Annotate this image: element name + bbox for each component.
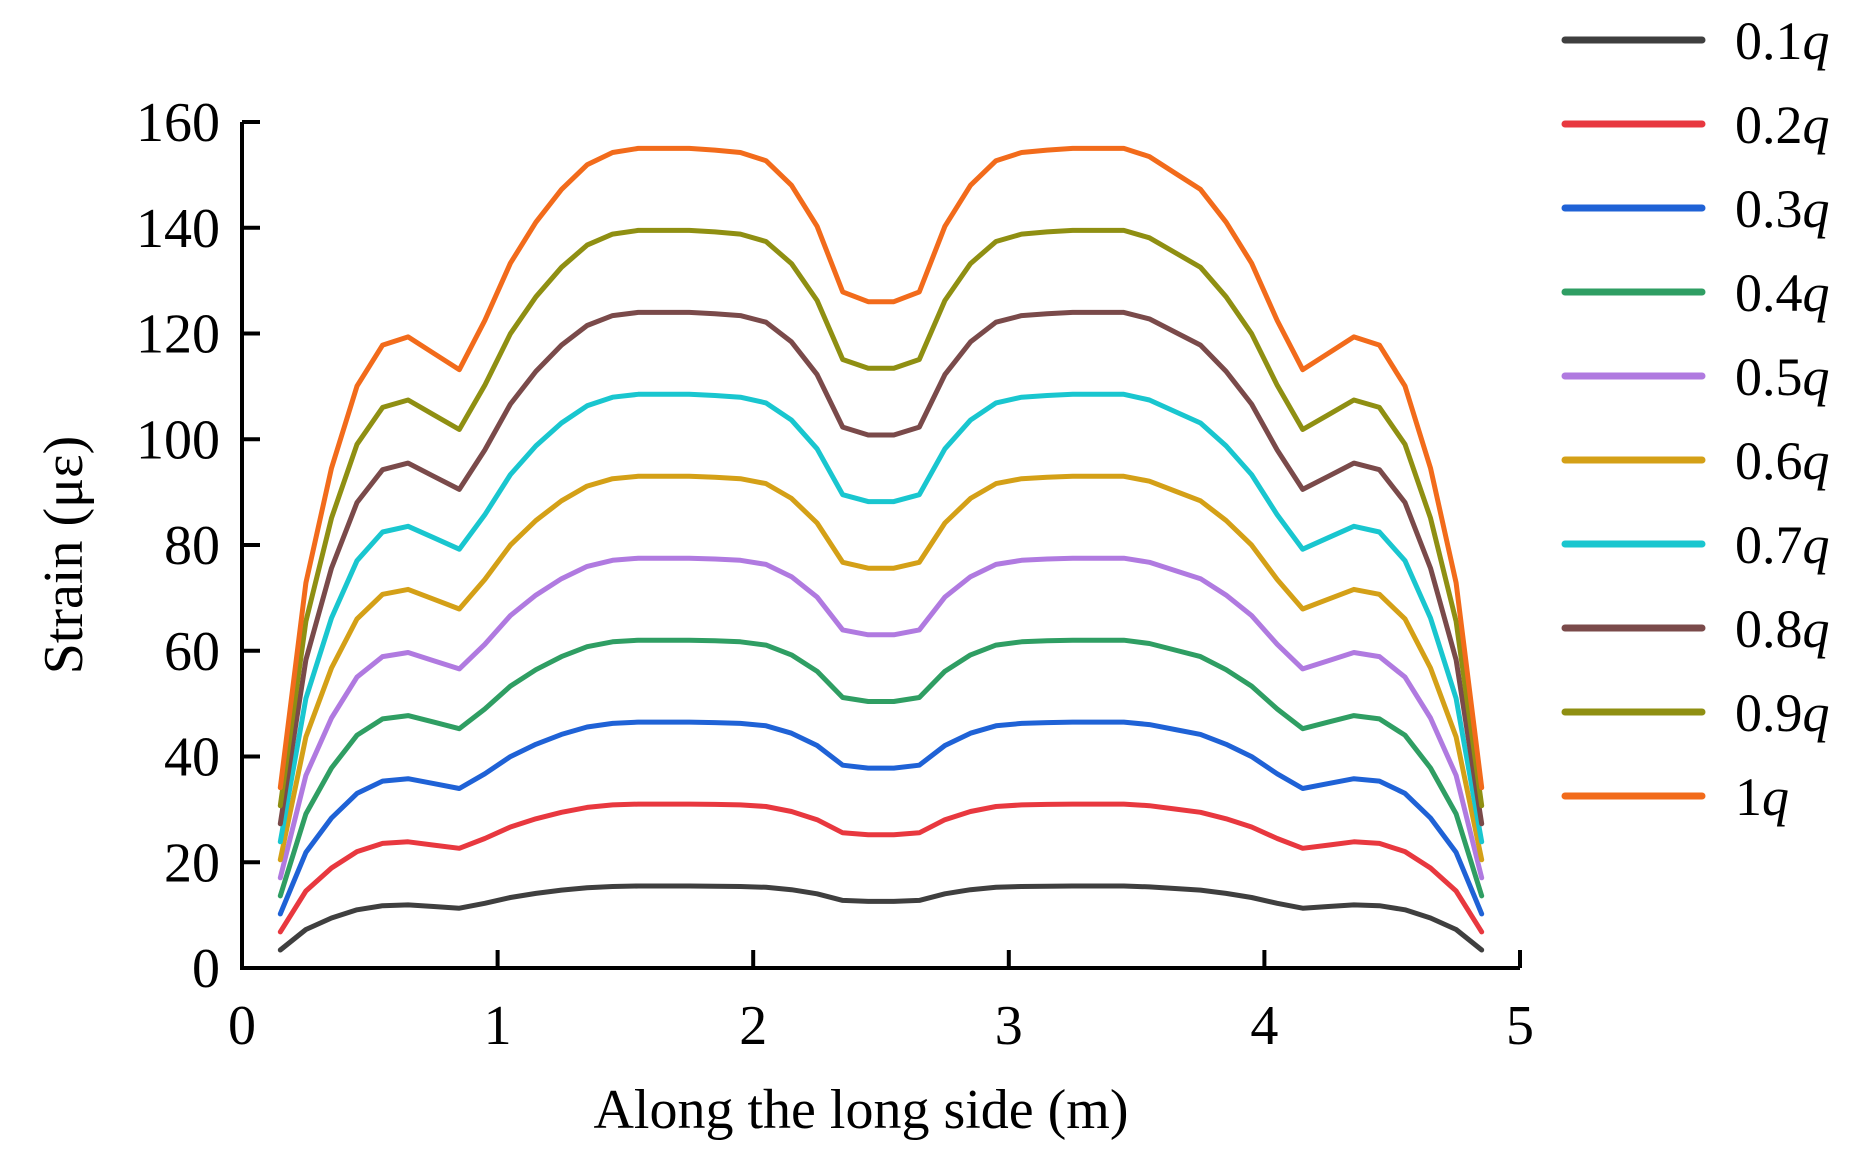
x-tick-label-3: 3 (995, 995, 1023, 1057)
y-tick-label-120: 120 (136, 304, 220, 366)
y-tick-label-60: 60 (164, 621, 220, 683)
series-line-0.4q (277, 637, 1485, 899)
legend-label-1q: 1q (1735, 767, 1789, 827)
legend-label-number: 0.6 (1735, 431, 1803, 491)
legend-label-q: q (1803, 683, 1830, 743)
y-tick-label-160: 160 (136, 92, 220, 154)
legend-label-q: q (1803, 11, 1830, 71)
legend-label-q: q (1803, 515, 1830, 575)
y-axis-title: Strain (με) (33, 436, 95, 675)
legend-label-0.6q: 0.6q (1735, 431, 1830, 491)
legend-label-0.4q: 0.4q (1735, 263, 1830, 323)
legend-label-number: 0.4 (1735, 263, 1803, 323)
series-line-0.7q (277, 391, 1485, 845)
legend-label-number: 0.5 (1735, 347, 1803, 407)
legend-label-q: q (1803, 179, 1830, 239)
series-line-0.9q (277, 227, 1485, 809)
legend-label-0.3q: 0.3q (1735, 179, 1830, 239)
legend-label-0.2q: 0.2q (1735, 95, 1830, 155)
legend-label-number: 0.3 (1735, 179, 1803, 239)
y-tick-label-40: 40 (164, 727, 220, 789)
series-line-0.6q (277, 473, 1485, 863)
legend-label-0.8q: 0.8q (1735, 599, 1830, 659)
legend-label-number: 0.2 (1735, 95, 1803, 155)
series-line-0.2q (277, 801, 1485, 935)
legend-label-q: q (1803, 263, 1830, 323)
legend-label-number: 0.9 (1735, 683, 1803, 743)
legend-label-q: q (1803, 431, 1830, 491)
legend-label-0.7q: 0.7q (1735, 515, 1830, 575)
y-tick-label-140: 140 (136, 198, 220, 260)
legend-label-number: 0.7 (1735, 515, 1803, 575)
series-line-1q (277, 145, 1485, 791)
y-tick-label-0: 0 (192, 938, 220, 1000)
x-tick-label-0: 0 (228, 995, 256, 1057)
legend-label-number: 0.1 (1735, 11, 1803, 71)
legend-label-number: 0.8 (1735, 599, 1803, 659)
x-tick-label-5: 5 (1506, 995, 1534, 1057)
x-tick-label-4: 4 (1250, 995, 1278, 1057)
series-line-0.3q (277, 719, 1485, 917)
legend-label-q: q (1762, 767, 1789, 827)
legend-label-q: q (1803, 95, 1830, 155)
series-line-0.5q (277, 555, 1485, 881)
legend-label-q: q (1803, 347, 1830, 407)
y-tick-label-20: 20 (164, 832, 220, 894)
legend-label-0.9q: 0.9q (1735, 683, 1830, 743)
series-line-0.8q (277, 309, 1485, 827)
series-layer (277, 145, 1485, 953)
series-line-0.1q (277, 883, 1485, 953)
legend-label-0.1q: 0.1q (1735, 11, 1830, 71)
legend-label-0.5q: 0.5q (1735, 347, 1830, 407)
legend-label-number: 1 (1735, 767, 1762, 827)
x-tick-label-1: 1 (484, 995, 512, 1057)
y-tick-label-100: 100 (136, 409, 220, 471)
ticks-layer: 0 1 2 3 4 5 0 20 40 60 80 100 120 140 160 (136, 92, 1534, 1057)
legend-label-q: q (1803, 599, 1830, 659)
x-tick-label-2: 2 (739, 995, 767, 1057)
x-axis-title: Along the long side (m) (593, 1079, 1128, 1141)
y-tick-label-80: 80 (164, 515, 220, 577)
